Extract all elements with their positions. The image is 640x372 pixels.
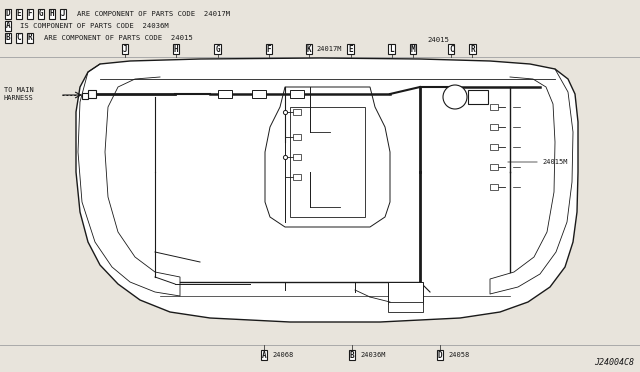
Bar — [293, 174, 301, 180]
Text: 24015: 24015 — [428, 37, 449, 43]
Text: F: F — [266, 45, 271, 54]
Text: H: H — [173, 45, 179, 54]
Text: 24068: 24068 — [272, 352, 293, 358]
Text: ARE COMPONENT OF PARTS CODE  24017M: ARE COMPONENT OF PARTS CODE 24017M — [77, 11, 230, 17]
Text: G: G — [38, 10, 44, 19]
Text: G: G — [215, 45, 220, 54]
Text: A: A — [262, 350, 266, 359]
Bar — [490, 144, 498, 150]
Text: TO MAIN
HARNESS: TO MAIN HARNESS — [4, 87, 34, 101]
Text: 24017M: 24017M — [316, 46, 342, 52]
Text: A: A — [6, 22, 10, 31]
Text: B: B — [6, 33, 10, 42]
Bar — [293, 134, 301, 140]
Bar — [290, 90, 304, 98]
Text: IS COMPONENT OF PARTS CODE  24036M: IS COMPONENT OF PARTS CODE 24036M — [20, 23, 169, 29]
Bar — [252, 90, 266, 98]
Bar — [490, 104, 498, 110]
Text: J: J — [61, 10, 65, 19]
Text: J24004C8: J24004C8 — [594, 358, 634, 367]
Bar — [218, 90, 232, 98]
Bar — [490, 124, 498, 130]
Text: 24058: 24058 — [448, 352, 469, 358]
Bar — [290, 107, 365, 217]
Bar — [88, 90, 96, 98]
Text: B: B — [349, 350, 355, 359]
Polygon shape — [76, 58, 578, 322]
Bar — [490, 164, 498, 170]
Bar — [82, 93, 88, 99]
Text: L: L — [389, 45, 394, 54]
Text: C: C — [449, 45, 454, 54]
Bar — [490, 184, 498, 190]
Text: ARE COMPONENT OF PARTS CODE  24015: ARE COMPONENT OF PARTS CODE 24015 — [44, 35, 193, 41]
Bar — [388, 302, 423, 312]
Text: F: F — [28, 10, 32, 19]
Text: 24036M: 24036M — [360, 352, 385, 358]
Text: E: E — [17, 10, 21, 19]
Bar — [293, 109, 301, 115]
Bar — [293, 154, 301, 160]
Bar — [388, 282, 423, 304]
Text: R: R — [28, 33, 32, 42]
Text: E: E — [348, 45, 353, 54]
Text: H: H — [50, 10, 54, 19]
Circle shape — [443, 85, 467, 109]
Text: D: D — [438, 350, 442, 359]
Text: M: M — [410, 45, 415, 54]
Text: K: K — [307, 45, 312, 54]
Text: D: D — [6, 10, 10, 19]
Text: J: J — [122, 45, 127, 54]
Text: C: C — [17, 33, 21, 42]
Bar — [468, 90, 488, 104]
Text: 24015M: 24015M — [542, 159, 568, 165]
Text: R: R — [470, 45, 475, 54]
